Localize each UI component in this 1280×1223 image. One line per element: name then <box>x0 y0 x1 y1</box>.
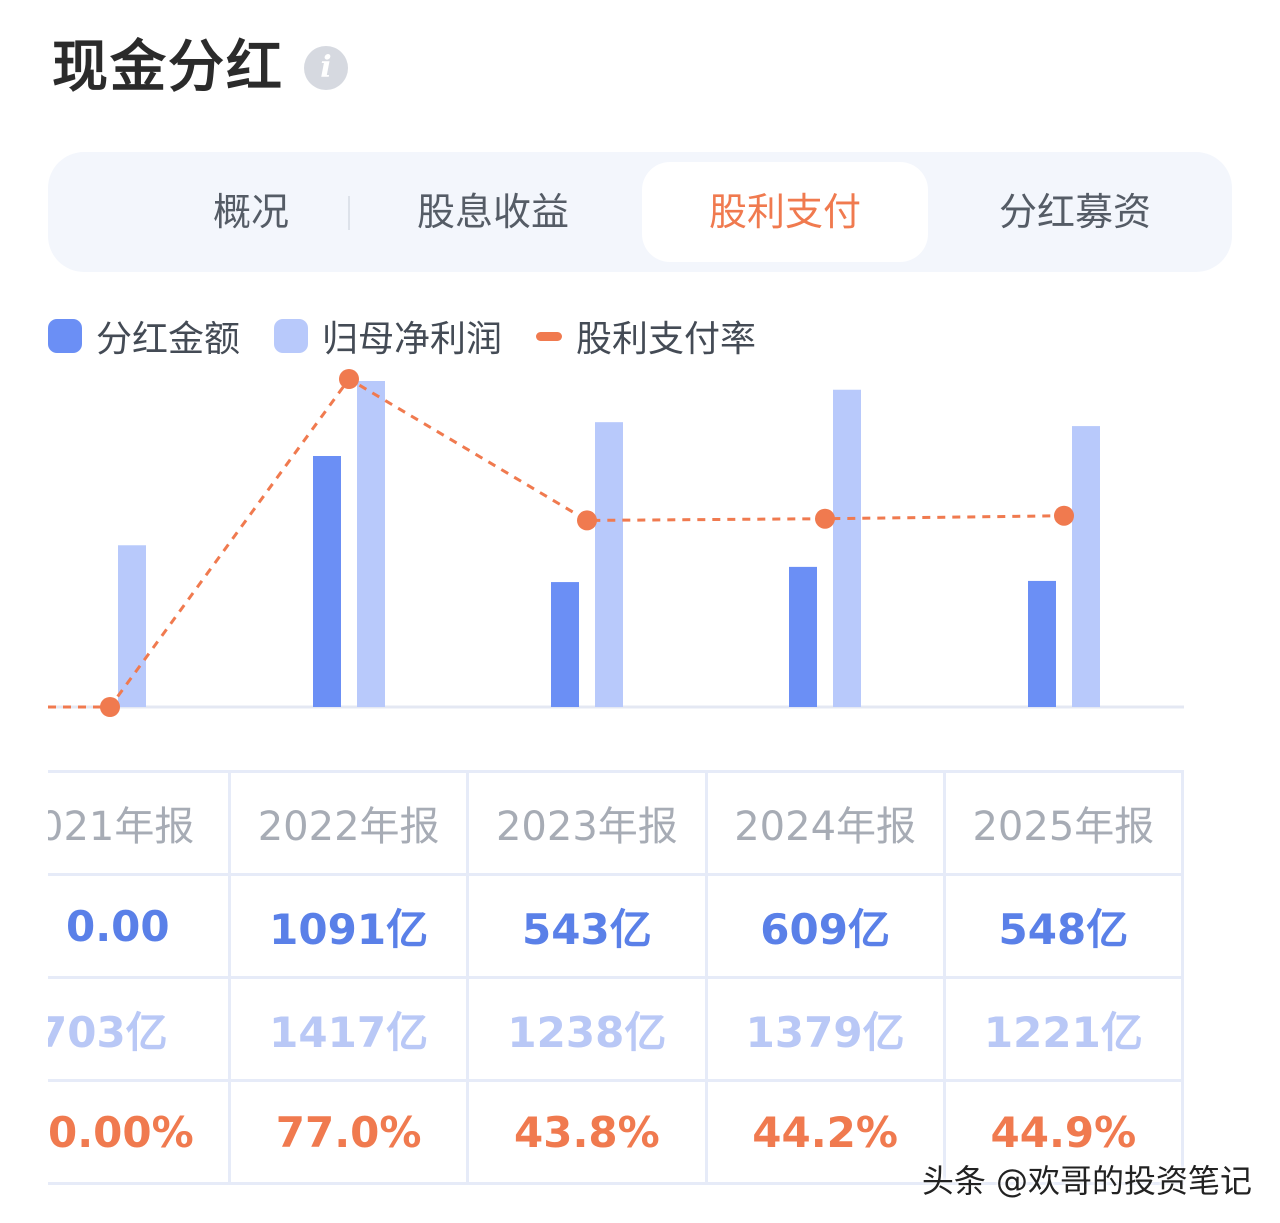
table-row-periods: 021年报 2022年报 2023年报 2024年报 2025年报 <box>48 770 1185 876</box>
period-cell[interactable]: 2024年报 <box>704 770 946 876</box>
period-cell[interactable]: 2022年报 <box>227 770 470 876</box>
profit-cell: 1221亿 <box>942 976 1185 1082</box>
bar-profit[interactable] <box>118 545 146 707</box>
bar-profit[interactable] <box>357 381 385 707</box>
info-icon[interactable]: i <box>304 46 348 90</box>
ratio-line <box>48 377 1065 709</box>
period-cell[interactable]: 2023年报 <box>466 770 708 876</box>
table-row-profit: 703亿 1417亿 1238亿 1379亿 1221亿 <box>48 976 1185 1082</box>
ratio-point[interactable] <box>100 697 120 717</box>
bar-dividend[interactable] <box>789 566 817 707</box>
ratio-point[interactable] <box>339 369 359 389</box>
ratio-cell: 44.9% <box>942 1079 1185 1185</box>
dividend-cell: 1091亿 <box>227 873 470 979</box>
profit-cell: 1379亿 <box>704 976 946 1082</box>
ratio-point[interactable] <box>1054 505 1074 526</box>
legend-swatch-ratio <box>536 331 563 341</box>
ratio-cell: 44.2% <box>704 1079 946 1185</box>
dividend-cell: 543亿 <box>466 873 708 979</box>
legend-swatch-profit <box>274 319 309 353</box>
legend-item-profit[interactable]: 归母净利润 <box>274 310 502 362</box>
tab-overview[interactable]: 概况 <box>212 190 289 234</box>
tab-dividend-yield[interactable]: 股息收益 <box>416 190 569 234</box>
profit-cell: 1417亿 <box>227 976 470 1082</box>
watermark: 头条 @欢哥的投资笔记 <box>921 1162 1252 1200</box>
legend-item-dividend[interactable]: 分红金额 <box>48 310 240 362</box>
profit-cell: 1238亿 <box>466 976 708 1082</box>
profit-cell: 703亿 <box>48 976 231 1082</box>
tab-dividend-financing[interactable]: 分红募资 <box>998 190 1151 234</box>
period-cell[interactable]: 021年报 <box>48 770 231 876</box>
payout-table: 021年报 2022年报 2023年报 2024年报 2025年报 0.00 1… <box>48 770 1185 1185</box>
payout-chart <box>48 369 1184 717</box>
ratio-cell: 77.0% <box>227 1079 470 1185</box>
tab-payout[interactable]: 股利支付 <box>642 162 928 262</box>
dividend-cell: 548亿 <box>942 873 1185 979</box>
dividend-cell: 0.00 <box>48 873 231 979</box>
table-row-ratio: 0.00% 77.0% 43.8% 44.2% 44.9% <box>48 1079 1185 1185</box>
tab-divider <box>348 196 350 230</box>
dividend-cell: 609亿 <box>704 873 946 979</box>
legend-item-ratio[interactable]: 股利支付率 <box>536 310 756 362</box>
ratio-point[interactable] <box>577 510 597 531</box>
legend-label-ratio: 股利支付率 <box>576 319 757 360</box>
bar-dividend[interactable] <box>551 582 579 707</box>
ratio-cell: 43.8% <box>466 1079 708 1185</box>
chart-legend: 分红金额 归母净利润 股利支付率 <box>48 306 790 366</box>
legend-label-dividend: 分红金额 <box>96 319 241 360</box>
tab-bar: 概况 股息收益 股利支付 分红募资 <box>48 152 1232 272</box>
legend-swatch-dividend <box>48 319 82 353</box>
legend-label-profit: 归母净利润 <box>322 319 503 360</box>
table-row-dividend: 0.00 1091亿 543亿 609亿 548亿 <box>48 873 1185 979</box>
page-title: 现金分红 <box>52 35 284 100</box>
bar-dividend[interactable] <box>313 456 341 707</box>
bar-profit[interactable] <box>595 422 623 707</box>
ratio-cell: 0.00% <box>48 1079 231 1185</box>
bar-profit[interactable] <box>833 389 861 707</box>
bar-profit[interactable] <box>1072 426 1100 707</box>
ratio-point[interactable] <box>815 508 835 529</box>
bar-dividend[interactable] <box>1028 580 1056 707</box>
period-cell[interactable]: 2025年报 <box>942 770 1185 876</box>
